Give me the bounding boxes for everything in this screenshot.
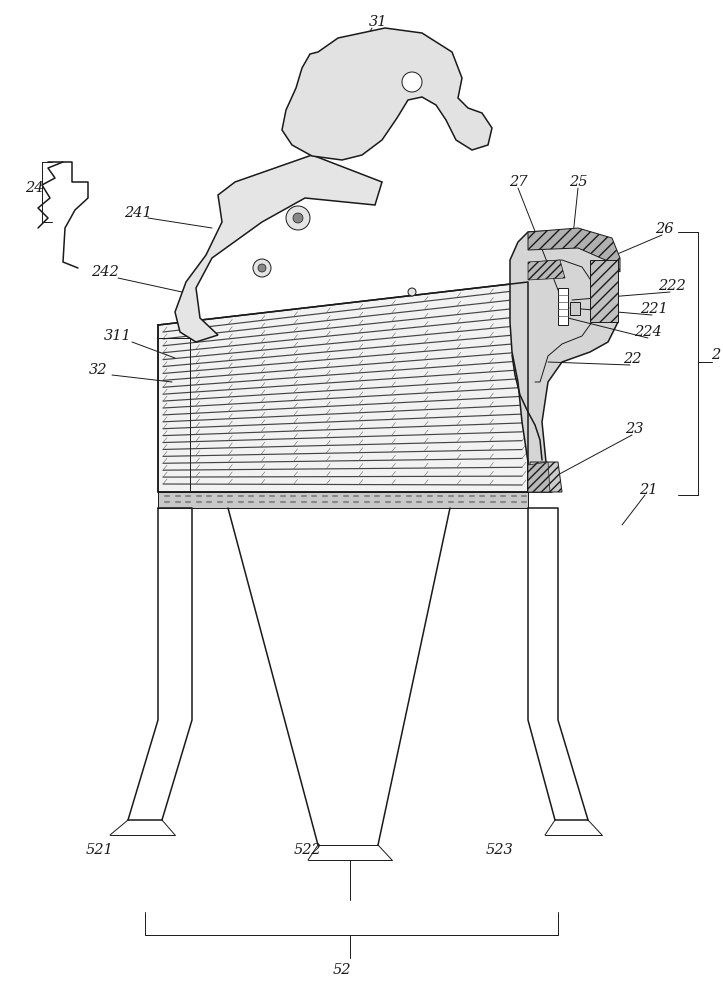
Polygon shape	[570, 302, 580, 315]
Polygon shape	[158, 282, 528, 492]
Text: 23: 23	[625, 422, 643, 436]
Text: 242: 242	[91, 265, 119, 279]
Polygon shape	[282, 28, 492, 160]
Polygon shape	[590, 260, 618, 322]
Text: 25: 25	[569, 175, 587, 189]
Polygon shape	[528, 260, 565, 280]
Text: 24: 24	[25, 181, 43, 195]
Circle shape	[408, 288, 416, 296]
Polygon shape	[510, 230, 618, 492]
Circle shape	[293, 213, 303, 223]
Text: 52: 52	[333, 963, 351, 977]
Text: 522: 522	[294, 843, 322, 857]
Text: 2: 2	[711, 348, 721, 362]
Text: 521: 521	[86, 843, 114, 857]
Text: 311: 311	[104, 329, 132, 343]
Polygon shape	[530, 462, 562, 492]
Text: 26: 26	[655, 222, 673, 236]
Text: 523: 523	[486, 843, 514, 857]
Circle shape	[253, 259, 271, 277]
Text: 21: 21	[638, 483, 657, 497]
Text: 224: 224	[634, 325, 662, 339]
Text: 221: 221	[640, 302, 668, 316]
Text: 27: 27	[509, 175, 527, 189]
Text: 222: 222	[658, 279, 686, 293]
Polygon shape	[158, 492, 528, 508]
Polygon shape	[528, 462, 550, 492]
Circle shape	[286, 206, 310, 230]
Polygon shape	[528, 228, 620, 272]
Text: 32: 32	[89, 363, 107, 377]
Text: 241: 241	[124, 206, 152, 220]
Polygon shape	[175, 155, 382, 342]
Polygon shape	[558, 288, 568, 325]
Text: 31: 31	[369, 15, 388, 29]
Text: 22: 22	[623, 352, 641, 366]
Circle shape	[402, 72, 422, 92]
Circle shape	[258, 264, 266, 272]
